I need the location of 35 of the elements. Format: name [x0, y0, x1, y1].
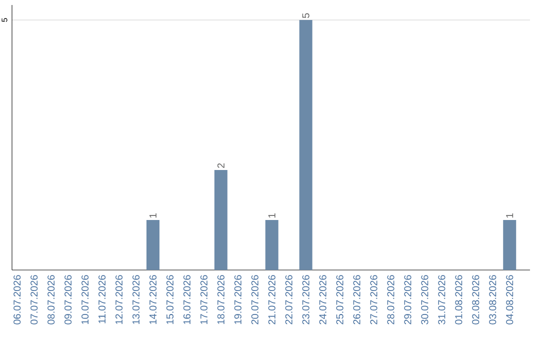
x-tick-label: 31.07.2026	[438, 275, 446, 324]
data-label: 5	[302, 13, 310, 18]
x-tick-label: 16.07.2026	[183, 275, 190, 324]
x-tick-label: 03.08.2026	[489, 275, 496, 324]
x-tick-label: 04.08.2026	[506, 275, 514, 324]
x-tick-label: 27.07.2026	[370, 275, 378, 324]
x-tick-label: 11.07.2026	[98, 275, 106, 324]
data-label: 1	[150, 213, 156, 218]
x-tick-label: 22.07.2026	[285, 275, 292, 324]
x-tick-label: 09.07.2026	[64, 275, 72, 324]
x-tick-label: 20.07.2026	[251, 275, 258, 324]
data-label: 1	[506, 213, 514, 218]
x-tick-label: 28.07.2026	[387, 275, 394, 324]
data-label: 1	[268, 213, 276, 218]
x-tick-label: 02.08.2026	[472, 275, 480, 324]
x-tick-label: 08.07.2026	[48, 275, 55, 324]
x-tick-label: 24.07.2026	[319, 275, 326, 324]
x-tick-label: 26.07.2026	[353, 275, 360, 324]
x-tick-label: 17.07.2026	[200, 275, 208, 324]
data-label: 2	[217, 163, 224, 168]
x-tick-label: 18.07.2026	[217, 275, 224, 324]
x-tick-label: 12.07.2026	[115, 275, 123, 324]
x-tick-label: 25.07.2026	[336, 275, 344, 324]
x-tick-label: 13.07.2026	[132, 275, 140, 324]
x-tick-label: 19.07.2026	[234, 275, 242, 324]
x-tick-label: 29.07.2026	[404, 275, 412, 324]
x-tick-label: 10.07.2026	[81, 275, 89, 324]
x-tick-label: 23.07.2026	[302, 275, 310, 324]
x-tick-label: 30.07.2026	[421, 275, 428, 324]
x-tick-label: 06.07.2026	[14, 275, 21, 324]
x-tick-label: 15.07.2026	[166, 275, 174, 324]
x-tick-label: 07.07.2026	[30, 275, 38, 324]
x-tick-label: 21.07.2026	[268, 275, 276, 324]
x-tick-label: 01.08.2026	[455, 275, 462, 324]
x-tick-label: 14.07.2026	[149, 275, 157, 324]
